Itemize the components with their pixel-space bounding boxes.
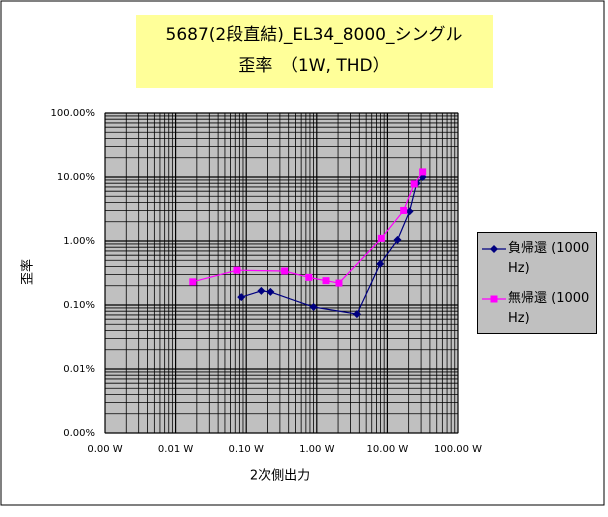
point bbox=[189, 278, 197, 286]
chart-title: 5687(2段直結)_EL34_8000_シングル bbox=[166, 25, 463, 45]
point bbox=[309, 303, 318, 312]
point bbox=[393, 235, 402, 244]
point bbox=[237, 293, 246, 302]
legend-key bbox=[482, 295, 506, 303]
point bbox=[233, 266, 241, 274]
x-tick-label: 0.01 W bbox=[158, 444, 193, 455]
legend: 負帰還 (1000 Hz) 無帰還 (1000 Hz) bbox=[477, 232, 597, 334]
legend-label: 負帰還 (1000 Hz) bbox=[508, 241, 590, 276]
point bbox=[410, 180, 418, 188]
series-line bbox=[192, 171, 424, 284]
legend-marker bbox=[490, 295, 498, 303]
point bbox=[400, 206, 408, 214]
point bbox=[266, 287, 275, 296]
x-tick-label: 0.00 W bbox=[87, 444, 122, 455]
point bbox=[377, 234, 385, 242]
point bbox=[419, 168, 427, 176]
x-tick-label: 0.10 W bbox=[229, 444, 264, 455]
y-tick-label: 0.10% bbox=[63, 300, 95, 311]
x-tick-label: 1.00 W bbox=[299, 444, 334, 455]
x-axis-label: 2次側出力 bbox=[250, 468, 310, 484]
legend-label: 無帰還 (1000 Hz) bbox=[508, 291, 590, 326]
y-tick-label: 100.00% bbox=[51, 108, 96, 119]
point bbox=[405, 207, 414, 216]
point bbox=[305, 273, 313, 281]
point bbox=[352, 310, 361, 319]
point bbox=[257, 286, 266, 295]
y-tick-label: 0.00% bbox=[63, 428, 95, 439]
y-axis-label: 歪率 bbox=[20, 259, 36, 285]
x-tick-label: 10.00 W bbox=[367, 444, 409, 455]
chart-subtitle: 歪率 （1W, THD） bbox=[238, 56, 389, 76]
y-tick-label: 10.00% bbox=[57, 172, 95, 183]
point bbox=[376, 259, 385, 268]
point bbox=[335, 279, 343, 287]
point bbox=[281, 267, 289, 275]
y-tick-label: 1.00% bbox=[63, 236, 95, 247]
legend-marker bbox=[490, 245, 498, 253]
x-tick-label: 100.00 W bbox=[434, 444, 482, 455]
y-tick-label: 0.01% bbox=[63, 364, 95, 375]
title-box bbox=[136, 15, 493, 88]
series-line bbox=[241, 176, 424, 315]
legend-key bbox=[482, 245, 506, 253]
point bbox=[322, 277, 330, 285]
